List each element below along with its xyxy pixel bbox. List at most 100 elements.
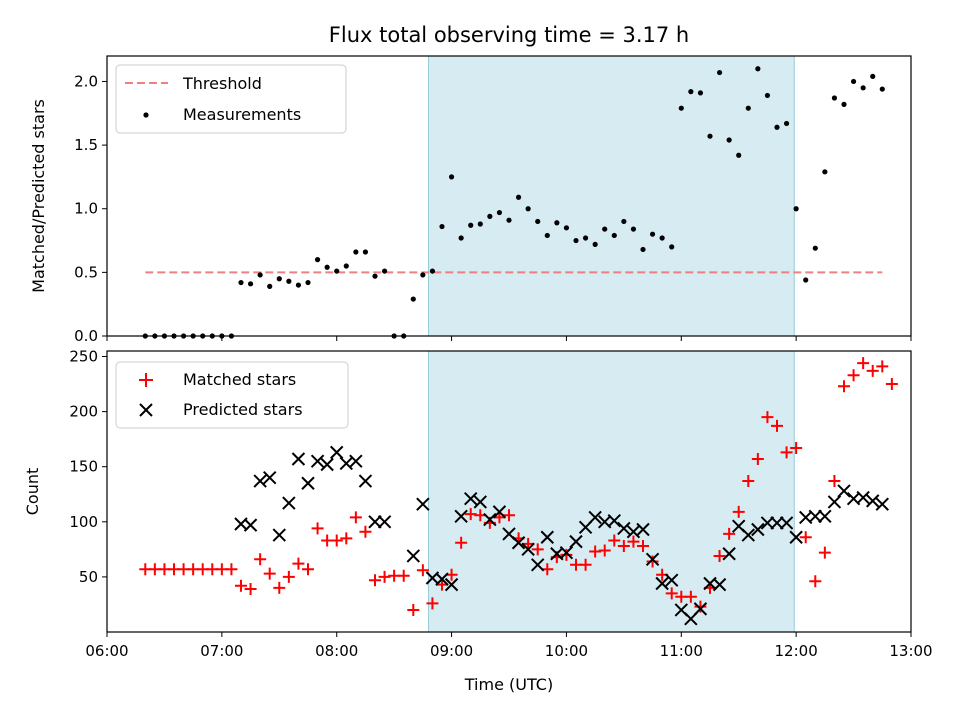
- predicted-star-point: [559, 545, 574, 560]
- matched-star-point: [503, 509, 515, 522]
- measurement-point: [420, 272, 426, 278]
- predicted-star-point: [655, 576, 669, 591]
- measurement-point: [716, 69, 723, 76]
- predicted-star-point: [454, 509, 468, 524]
- matched-star-point: [493, 511, 506, 524]
- predicted-star-point: [492, 505, 507, 519]
- measurement-point: [439, 223, 445, 230]
- predicted-star-point: [464, 491, 478, 506]
- matched-star-point: [608, 534, 621, 547]
- matched-star-point: [349, 511, 362, 524]
- x-axis-label: Time (UTC): [464, 675, 553, 694]
- y-tick-label: 1.5: [74, 136, 98, 154]
- predicted-star-point: [607, 513, 621, 528]
- measurement-point: [468, 222, 474, 228]
- measurement-point: [726, 137, 732, 143]
- matched-star-point: [378, 570, 391, 583]
- predicted-star-point: [253, 474, 267, 488]
- matched-star-point: [646, 555, 659, 568]
- matched-star-point: [780, 446, 793, 459]
- ratio-axes-frame: [106, 55, 912, 337]
- predicted-star-point: [291, 452, 306, 466]
- matched-star-point: [407, 603, 420, 616]
- measurement-point: [496, 209, 503, 216]
- count-y-axis-label: Count: [23, 468, 42, 516]
- measurement-point: [343, 263, 349, 269]
- matched-star-point: [436, 578, 448, 591]
- x-tick-label: 12:00: [775, 642, 818, 660]
- ratio-y-axis-label: Matched/Predicted stars: [29, 99, 48, 293]
- predicted-star-point: [875, 497, 889, 511]
- matched-star-point: [589, 545, 602, 558]
- predicted-star-point: [760, 516, 775, 530]
- predicted-star-point: [406, 549, 420, 563]
- y-tick-label: 200: [69, 403, 98, 421]
- measurement-point: [515, 194, 522, 200]
- predicted-star-point: [473, 495, 487, 509]
- predicted-star-point: [693, 602, 708, 616]
- measurement-point: [448, 174, 455, 180]
- matched-star-point: [531, 543, 544, 556]
- predicted-star-point: [263, 471, 277, 485]
- predicted-star-point: [856, 490, 870, 505]
- measurement-point: [630, 226, 637, 232]
- measurement-point: [831, 95, 838, 101]
- matched-star-point: [244, 583, 257, 596]
- matched-star-point: [359, 525, 372, 538]
- matched-star-point: [225, 563, 238, 576]
- predicted-star-point: [741, 528, 755, 542]
- matched-star-point: [311, 522, 324, 535]
- measurement-point: [506, 217, 512, 223]
- measurement-point: [774, 124, 780, 130]
- predicted-star-point: [511, 536, 526, 550]
- x-tick-label: 11:00: [660, 642, 703, 660]
- measurement-point: [688, 89, 694, 95]
- matched-star-point: [742, 475, 755, 488]
- count-legend: Matched stars Predicted stars: [115, 361, 349, 429]
- measurement-point: [573, 237, 579, 244]
- predicted-star-point: [435, 572, 449, 586]
- measurement-point: [372, 273, 378, 279]
- measurement-point: [353, 249, 359, 255]
- measurement-point: [410, 296, 416, 302]
- predicted-star-point: [320, 457, 334, 472]
- predicted-star-point: [818, 509, 832, 524]
- predicted-star-point: [712, 577, 727, 592]
- matched-star-point: [627, 535, 640, 548]
- matched-star-point: [751, 452, 764, 465]
- measurement-point: [602, 226, 608, 232]
- measurement-point: [841, 101, 847, 107]
- chart-title: Flux total observing time = 3.17 h: [329, 23, 689, 47]
- measurement-point: [429, 268, 436, 274]
- matched-star-point: [866, 364, 879, 377]
- predicted-star-point: [521, 542, 535, 557]
- matched-star-point: [579, 558, 592, 571]
- predicted-star-point: [789, 530, 803, 544]
- measurement-point: [736, 152, 742, 158]
- predicted-star-point: [416, 497, 430, 511]
- measurement-point: [458, 235, 464, 241]
- matched-star-point: [282, 570, 295, 583]
- measurement-point: [544, 232, 550, 239]
- predicted-star-point: [645, 552, 660, 566]
- matched-star-point: [818, 546, 831, 559]
- matched-star-point: [790, 441, 803, 454]
- predicted-star-point: [310, 454, 325, 468]
- predicted-star-point: [301, 476, 315, 490]
- measurement-point: [879, 86, 885, 92]
- predicted-star-point: [665, 573, 679, 587]
- y-tick-label: 250: [69, 348, 98, 366]
- matched-star-point: [263, 567, 276, 580]
- matched-star-point: [292, 557, 305, 570]
- measurement-point: [554, 220, 560, 226]
- predicted-star-point: [837, 484, 851, 498]
- predicted-star-point: [377, 515, 392, 529]
- matched-star-point: [857, 357, 870, 370]
- matched-star-point: [235, 579, 247, 592]
- matched-star-point: [397, 569, 410, 582]
- measurement-point: [611, 232, 617, 239]
- predicted-star-point: [330, 445, 344, 460]
- count-x-ticks: 06:00 07:00 08:00 09:00 10:00 11:00 12:00 13:00: [85, 632, 933, 660]
- predicted-star-point: [444, 577, 459, 592]
